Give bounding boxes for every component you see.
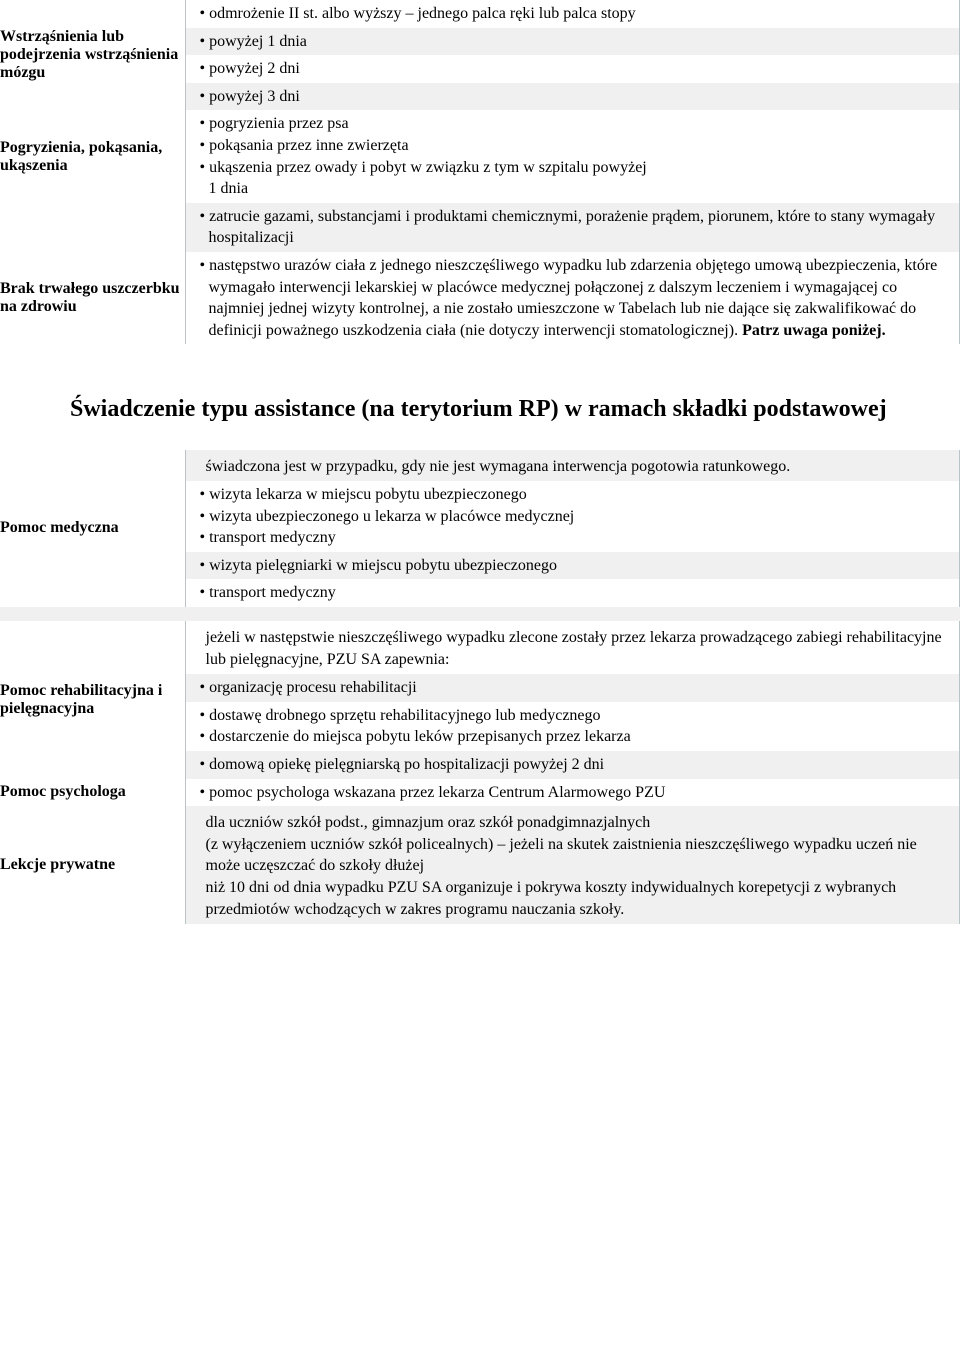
row-label: Pogryzienia, pokąsania, ukąszenia <box>0 110 185 202</box>
list-item: • następstwo urazów ciała z jednego nies… <box>186 252 960 344</box>
list-item: • dostawę drobnego sprzętu rehabilitacyj… <box>186 702 960 751</box>
row-label: Pomoc medyczna <box>0 450 185 608</box>
list-item: • transport medyczny <box>186 579 960 607</box>
row-label: Lekcje prywatne <box>0 806 185 924</box>
list-item: • pomoc psychologa wskazana przez lekarz… <box>186 779 960 807</box>
row-label: Brak trwałego uszczerbku na zdrowiu <box>0 252 185 344</box>
list-item: • powyżej 1 dnia <box>186 28 960 56</box>
list-item: • pogryzienia przez psa • pokąsania prze… <box>186 110 960 202</box>
definitions-table: Wstrząśnienia lub podejrzenia wstrząśnie… <box>0 0 960 344</box>
list-item: • zatrucie gazami, substancjami i produk… <box>186 203 960 252</box>
row-label: Pomoc psychologa <box>0 779 185 807</box>
list-item: • domową opiekę pielęgniarską po hospita… <box>186 751 960 779</box>
list-item: • powyżej 3 dni <box>186 83 960 111</box>
list-item: • wizyta lekarza w miejscu pobytu ubezpi… <box>186 481 960 552</box>
row-label: Pomoc rehabilitacyjna i pielęgnacyjna <box>0 621 185 779</box>
row-label: Wstrząśnienia lub podejrzenia wstrząśnie… <box>0 0 185 110</box>
assistance-table-a: Pomoc medyczna świadczona jest w przypad… <box>0 450 960 608</box>
list-item: dla uczniów szkół podst., gimnazjum oraz… <box>186 806 960 924</box>
list-item: • powyżej 2 dni <box>186 55 960 83</box>
list-item: świadczona jest w przypadku, gdy nie jes… <box>186 450 960 482</box>
list-item: jeżeli w następstwie nieszczęśliwego wyp… <box>186 621 960 674</box>
list-item: • wizyta pielęgniarki w miejscu pobytu u… <box>186 552 960 580</box>
assistance-table-b: Pomoc rehabilitacyjna i pielęgnacyjna je… <box>0 621 960 924</box>
list-item: • organizację procesu rehabilitacji <box>186 674 960 702</box>
row-label <box>0 203 185 252</box>
section-heading: Świadczenie typu assistance (na terytori… <box>70 394 890 425</box>
list-item: • odmrożenie II st. albo wyższy – jedneg… <box>186 0 960 28</box>
